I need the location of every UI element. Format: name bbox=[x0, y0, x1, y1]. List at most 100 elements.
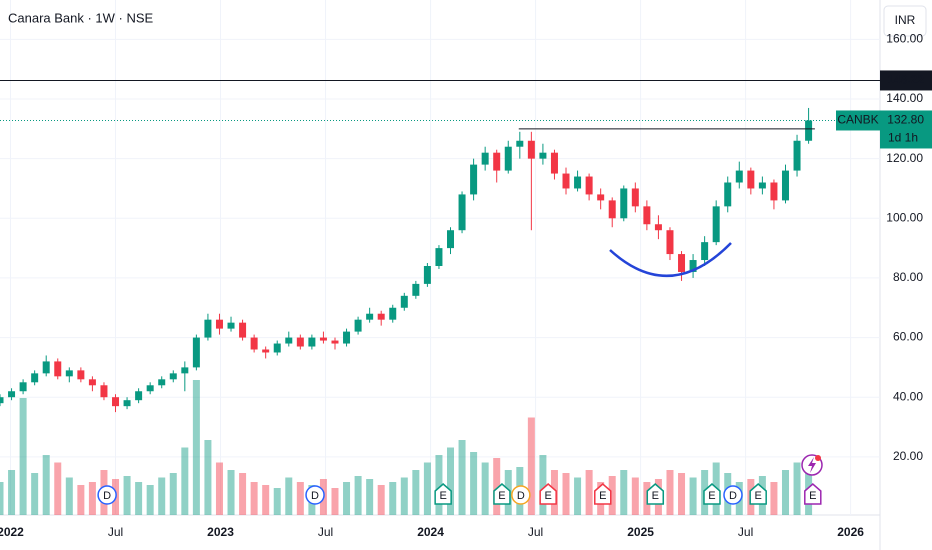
volume-bar bbox=[458, 440, 466, 515]
candle-body bbox=[366, 313, 374, 320]
volume-bar bbox=[0, 482, 4, 515]
price-line-tag bbox=[880, 70, 932, 91]
volume-bar bbox=[262, 485, 270, 515]
volume-bar bbox=[227, 470, 235, 515]
x-tick-label: 2023 bbox=[207, 525, 234, 539]
last-price-label: 132.80 bbox=[887, 113, 924, 127]
event-label: E bbox=[498, 490, 505, 502]
volume-bar bbox=[19, 398, 27, 515]
candle-body bbox=[239, 322, 247, 338]
volume-bar bbox=[574, 477, 582, 515]
volume-bar bbox=[562, 473, 570, 515]
volume-bar bbox=[793, 462, 801, 515]
event-label: D bbox=[103, 490, 111, 502]
candle-body bbox=[273, 343, 281, 353]
currency-label[interactable]: INR bbox=[895, 13, 916, 27]
candle-layer bbox=[0, 107, 813, 413]
volume-bar bbox=[678, 473, 686, 515]
candle-body bbox=[793, 140, 801, 171]
candle-body bbox=[181, 367, 189, 374]
currency-button[interactable] bbox=[883, 5, 927, 37]
y-tick-label: 40.00 bbox=[893, 389, 923, 403]
candle-body bbox=[250, 337, 258, 350]
event-badge bbox=[493, 483, 511, 505]
volume-bar bbox=[481, 462, 489, 515]
event-label: E bbox=[708, 490, 715, 502]
candle-body bbox=[620, 188, 628, 219]
candle-body bbox=[308, 337, 316, 347]
candle-body bbox=[88, 379, 96, 386]
candle-body bbox=[447, 230, 455, 249]
candle-body bbox=[135, 391, 143, 401]
candle-body bbox=[31, 373, 39, 383]
x-tick-label: 2024 bbox=[417, 525, 444, 539]
volume-bar bbox=[135, 482, 143, 515]
volume-bar bbox=[215, 462, 223, 515]
volume-bar bbox=[470, 452, 478, 515]
candle-body bbox=[666, 230, 674, 255]
event-badge bbox=[539, 483, 557, 505]
candle-body bbox=[77, 370, 85, 380]
y-tick-label: 20.00 bbox=[893, 449, 923, 463]
candle-body bbox=[65, 370, 73, 377]
candle-body bbox=[781, 170, 789, 201]
volume-bar bbox=[527, 417, 535, 515]
volume-bar bbox=[343, 482, 351, 515]
candle-body bbox=[458, 194, 466, 231]
volume-bar bbox=[65, 477, 73, 515]
event-badge bbox=[804, 483, 822, 505]
candle-body bbox=[481, 152, 489, 165]
candle-body bbox=[42, 361, 50, 374]
volume-bar bbox=[77, 485, 85, 515]
candle-body bbox=[227, 322, 235, 329]
candle-body bbox=[770, 182, 778, 201]
cup-drawing bbox=[609, 242, 732, 278]
candle-body bbox=[574, 176, 582, 189]
volume-bar bbox=[296, 482, 304, 515]
volume-bar bbox=[608, 476, 616, 515]
candle-body bbox=[146, 385, 154, 392]
x-tick-label: 2026 bbox=[837, 525, 864, 539]
candle-body bbox=[735, 170, 743, 183]
candle-body bbox=[527, 140, 535, 159]
y-tick-label: 120.00 bbox=[886, 151, 923, 165]
volume-bar bbox=[585, 470, 593, 515]
candle-body bbox=[215, 319, 223, 329]
candle-body bbox=[643, 206, 651, 225]
candle-body bbox=[343, 331, 351, 344]
candle-body bbox=[100, 385, 108, 398]
volume-bar bbox=[181, 447, 189, 515]
volume-bar bbox=[781, 470, 789, 515]
candle-body bbox=[747, 170, 755, 189]
candle-body bbox=[54, 361, 62, 377]
volume-bar bbox=[666, 470, 674, 515]
candle-body bbox=[354, 319, 362, 332]
event-label: D bbox=[729, 490, 737, 502]
event-label: E bbox=[599, 490, 606, 502]
event-label: E bbox=[755, 490, 762, 502]
candle-body bbox=[123, 400, 131, 407]
volume-bar bbox=[31, 473, 39, 515]
candle-body bbox=[158, 379, 166, 386]
alert-icon[interactable] bbox=[801, 454, 823, 476]
candle-body bbox=[423, 265, 431, 284]
event-label: D bbox=[517, 490, 525, 502]
x-tick-label: Jul bbox=[108, 525, 123, 539]
candle-body bbox=[400, 295, 408, 308]
candle-body bbox=[805, 120, 813, 141]
candle-body bbox=[654, 224, 662, 231]
volume-bar bbox=[366, 479, 374, 515]
event-badge bbox=[594, 483, 612, 505]
x-tick-label: 2025 bbox=[627, 525, 654, 539]
grid bbox=[0, 0, 880, 515]
event-badge bbox=[703, 483, 721, 505]
x-tick-label: Jul bbox=[738, 525, 753, 539]
candle-body bbox=[608, 200, 616, 219]
candle-body bbox=[204, 319, 212, 338]
event-badge bbox=[723, 485, 743, 505]
x-tick-label: 2022 bbox=[0, 525, 24, 539]
volume-bar bbox=[620, 470, 628, 515]
